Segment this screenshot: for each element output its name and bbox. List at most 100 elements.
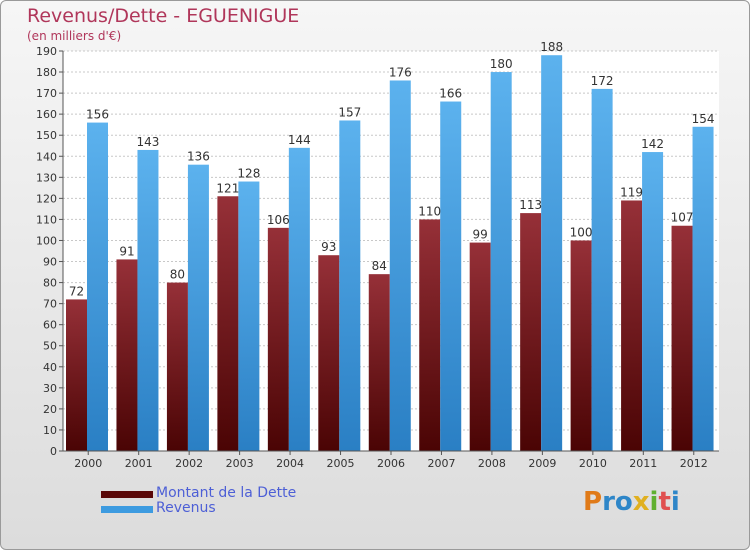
logo-letter: o	[614, 487, 633, 517]
bar-revenue-2003	[238, 181, 260, 452]
y-tick-label: 40	[43, 361, 57, 374]
y-tick-label: 140	[36, 150, 57, 163]
legend-swatch-debt	[101, 491, 153, 498]
data-label-revenue-2008: 180	[490, 57, 513, 71]
data-label-revenue-2009: 188	[540, 40, 563, 54]
x-tick-label: 2002	[175, 457, 203, 470]
x-tick-label: 2009	[528, 457, 556, 470]
data-label-debt-2003: 121	[216, 181, 239, 195]
y-tick-label: 30	[43, 382, 57, 395]
chart-subtitle: (en milliers d'€)	[27, 29, 122, 43]
bar-debt-2000	[66, 299, 87, 451]
data-label-debt-2012: 107	[671, 211, 694, 225]
proxiti-logo: Proxiti	[583, 487, 680, 517]
logo-letter: r	[602, 487, 615, 517]
data-label-revenue-2007: 166	[439, 87, 462, 101]
data-label-revenue-2000: 156	[86, 108, 109, 122]
data-label-debt-2006: 84	[372, 259, 387, 273]
bar-debt-2008	[469, 242, 491, 451]
logo-letter: i	[670, 487, 680, 517]
bar-revenue-2001	[137, 149, 159, 451]
y-tick-label: 160	[36, 108, 57, 121]
bar-debt-2010	[570, 240, 592, 451]
logo-letter: x	[632, 487, 650, 517]
bar-debt-2003	[217, 196, 239, 451]
data-label-revenue-2006: 176	[389, 65, 412, 79]
logo-letter: t	[658, 487, 671, 517]
x-tick-label: 2005	[327, 457, 355, 470]
data-label-debt-2004: 106	[267, 213, 290, 227]
logo-letter: P	[583, 487, 603, 517]
y-tick-label: 10	[43, 424, 57, 437]
data-label-debt-2002: 80	[170, 268, 185, 282]
bar-revenue-2008	[490, 72, 512, 451]
y-tick-label: 50	[43, 340, 57, 353]
bar-revenue-2009	[541, 55, 563, 452]
data-label-debt-2000: 72	[69, 284, 84, 298]
y-tick-label: 170	[36, 87, 57, 100]
data-label-revenue-2012: 154	[692, 112, 715, 126]
data-label-debt-2001: 91	[119, 244, 134, 258]
x-tick-label: 2001	[125, 457, 153, 470]
bar-revenue-2005	[339, 120, 361, 451]
bar-revenue-2011	[642, 152, 664, 452]
data-label-revenue-2010: 172	[591, 74, 614, 88]
bar-revenue-2006	[389, 80, 411, 451]
y-tick-label: 120	[36, 192, 57, 205]
bar-debt-2007	[419, 219, 441, 451]
y-tick-label: 180	[36, 66, 57, 79]
bar-revenue-2002	[187, 164, 209, 451]
x-tick-label: 2006	[377, 457, 405, 470]
bar-debt-2002	[166, 282, 188, 451]
data-label-debt-2007: 110	[418, 204, 441, 218]
data-label-debt-2008: 99	[473, 228, 488, 242]
x-tick-label: 2008	[478, 457, 506, 470]
bar-revenue-2007	[440, 101, 462, 452]
y-tick-label: 190	[36, 45, 57, 58]
bar-debt-2005	[318, 255, 340, 451]
legend-swatch-revenue	[101, 506, 153, 513]
x-tick-label: 2010	[579, 457, 607, 470]
data-label-debt-2005: 93	[321, 240, 336, 254]
data-label-revenue-2005: 157	[338, 105, 361, 119]
data-label-debt-2011: 119	[620, 185, 643, 199]
x-tick-label: 2007	[427, 457, 455, 470]
data-label-revenue-2004: 144	[288, 133, 311, 147]
legend-label-revenue: Revenus	[156, 500, 216, 516]
y-tick-label: 70	[43, 298, 57, 311]
x-tick-label: 2000	[74, 457, 102, 470]
x-tick-label: 2011	[629, 457, 657, 470]
bar-revenue-2000	[87, 122, 108, 451]
x-tick-label: 2004	[276, 457, 304, 470]
bar-debt-2012	[671, 225, 693, 451]
y-tick-label: 60	[43, 319, 57, 332]
bar-debt-2011	[621, 200, 643, 451]
chart-title: Revenus/Dette - EGUENIGUE	[27, 5, 300, 27]
y-tick-label: 20	[43, 403, 57, 416]
y-tick-label: 150	[36, 129, 57, 142]
data-label-revenue-2003: 128	[237, 167, 260, 181]
y-tick-label: 0	[50, 445, 57, 458]
data-label-revenue-2001: 143	[137, 135, 160, 149]
y-tick-label: 90	[43, 256, 57, 269]
data-label-debt-2010: 100	[570, 225, 593, 239]
legend-label-debt: Montant de la Dette	[156, 485, 297, 501]
bar-revenue-2012	[692, 126, 714, 451]
bar-debt-2006	[368, 274, 390, 451]
bar-debt-2001	[116, 259, 138, 451]
bar-debt-2009	[520, 213, 542, 451]
bar-revenue-2010	[591, 88, 613, 451]
y-tick-label: 110	[36, 213, 57, 226]
x-tick-label: 2012	[680, 457, 708, 470]
y-tick-label: 80	[43, 277, 57, 290]
data-label-debt-2009: 113	[519, 198, 542, 212]
data-label-revenue-2011: 142	[641, 137, 664, 151]
logo-letter: i	[649, 487, 659, 517]
x-tick-label: 2003	[226, 457, 254, 470]
bar-revenue-2004	[288, 147, 310, 451]
y-tick-label: 130	[36, 171, 57, 184]
bar-debt-2004	[267, 227, 289, 451]
data-label-revenue-2002: 136	[187, 150, 210, 164]
